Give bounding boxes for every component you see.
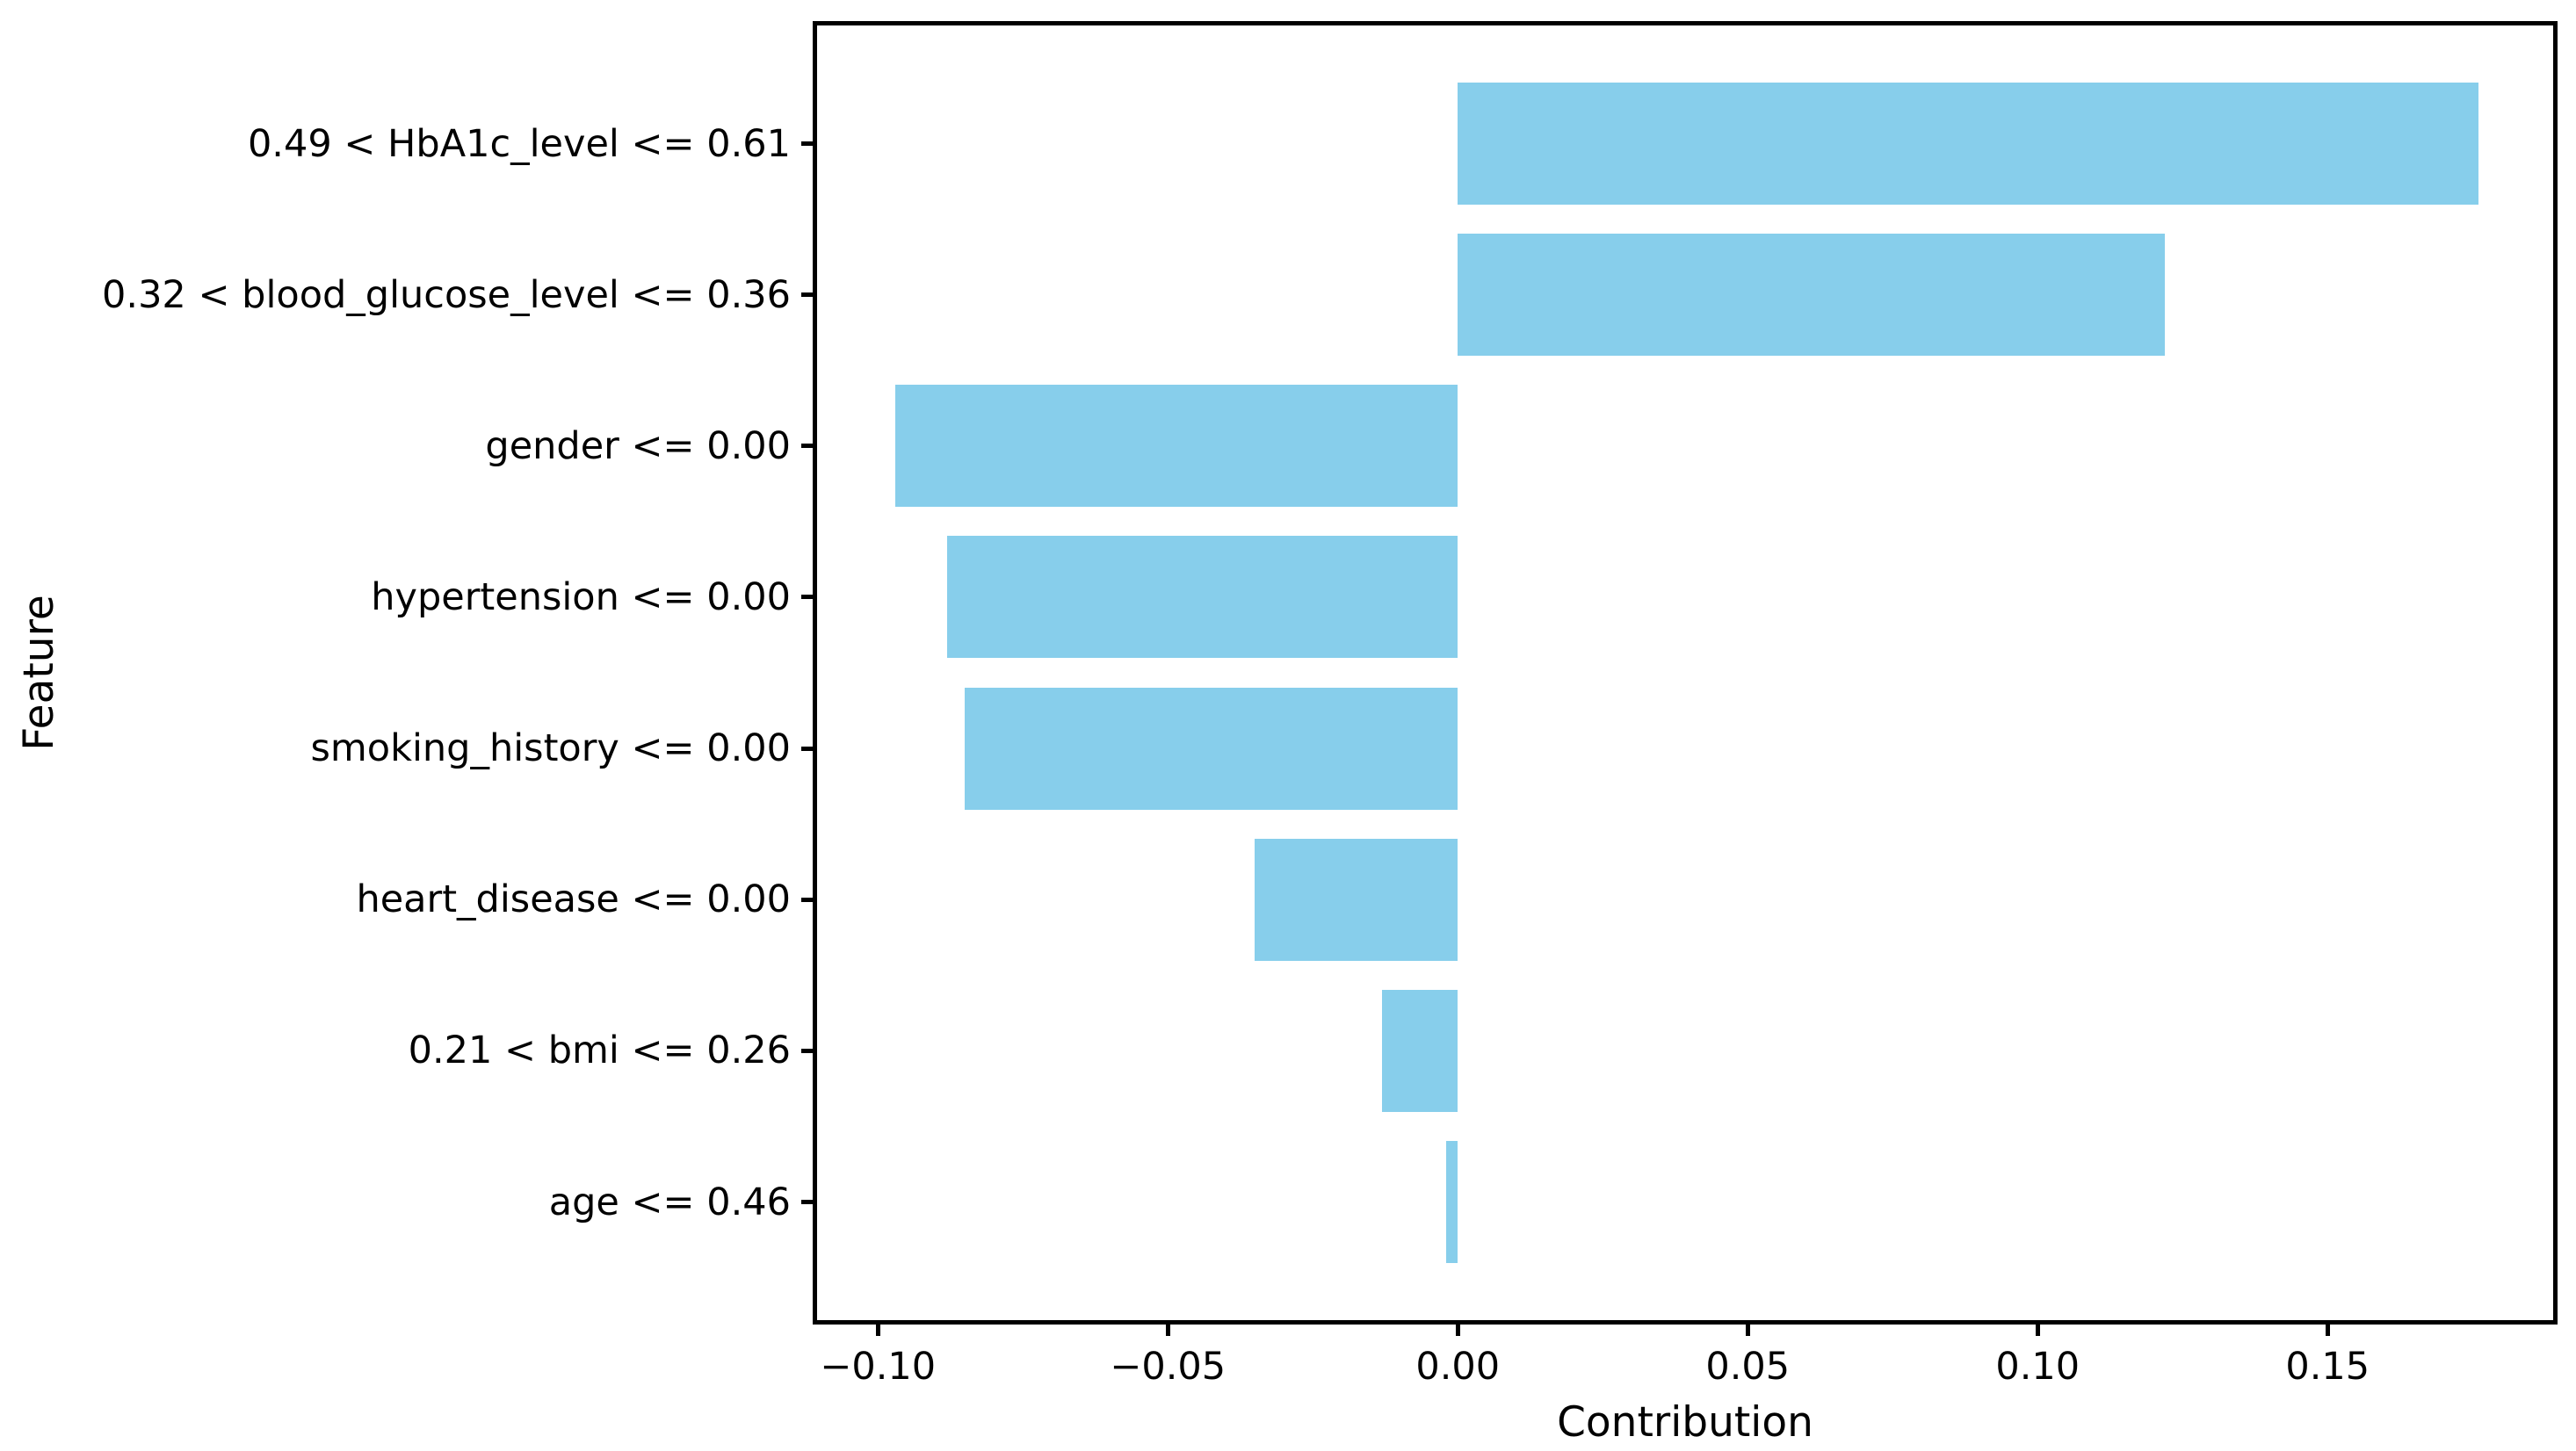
y-tick-label: 0.21 < bmi <= 0.26	[408, 1029, 791, 1073]
y-tick-label: 0.32 < blood_glucose_level <= 0.36	[102, 272, 791, 317]
y-tick-mark	[801, 1048, 815, 1053]
y-tick-mark	[801, 141, 815, 146]
x-tick-mark	[875, 1322, 880, 1336]
y-tick-mark	[801, 444, 815, 449]
y-tick-mark	[801, 1200, 815, 1204]
y-tick-label: age <= 0.46	[548, 1180, 791, 1224]
x-tick-mark	[2325, 1322, 2330, 1336]
y-tick-mark	[801, 897, 815, 902]
x-tick-label: 0.10	[1995, 1345, 2080, 1389]
y-tick-label: hypertension <= 0.00	[371, 574, 791, 619]
bar	[947, 536, 1458, 659]
x-tick-mark	[1745, 1322, 1750, 1336]
bar	[1446, 1141, 1458, 1263]
bar	[895, 385, 1458, 508]
x-axis-title: Contribution	[1557, 1398, 1813, 1447]
y-tick-mark	[801, 746, 815, 751]
bar	[1458, 234, 2166, 357]
y-tick-label: smoking_history <= 0.00	[310, 726, 791, 771]
x-tick-label: −0.05	[1110, 1345, 1226, 1389]
bar	[1382, 989, 1458, 1112]
plot-area	[813, 21, 2558, 1325]
y-tick-mark	[801, 595, 815, 600]
bar	[1458, 83, 2478, 205]
y-tick-mark	[801, 292, 815, 298]
x-tick-label: 0.15	[2285, 1345, 2370, 1389]
x-tick-label: 0.00	[1415, 1345, 1501, 1389]
y-tick-label: heart_disease <= 0.00	[356, 877, 791, 922]
x-tick-label: −0.10	[820, 1345, 937, 1389]
bar	[1255, 838, 1458, 961]
bar	[965, 687, 1458, 810]
x-tick-mark	[1455, 1322, 1460, 1336]
x-tick-label: 0.05	[1705, 1345, 1791, 1389]
x-tick-mark	[1165, 1322, 1170, 1336]
y-axis-title: Feature	[15, 595, 63, 751]
y-tick-label: 0.49 < HbA1c_level <= 0.61	[247, 121, 791, 166]
y-tick-label: gender <= 0.00	[485, 423, 791, 468]
x-tick-mark	[2035, 1322, 2040, 1336]
